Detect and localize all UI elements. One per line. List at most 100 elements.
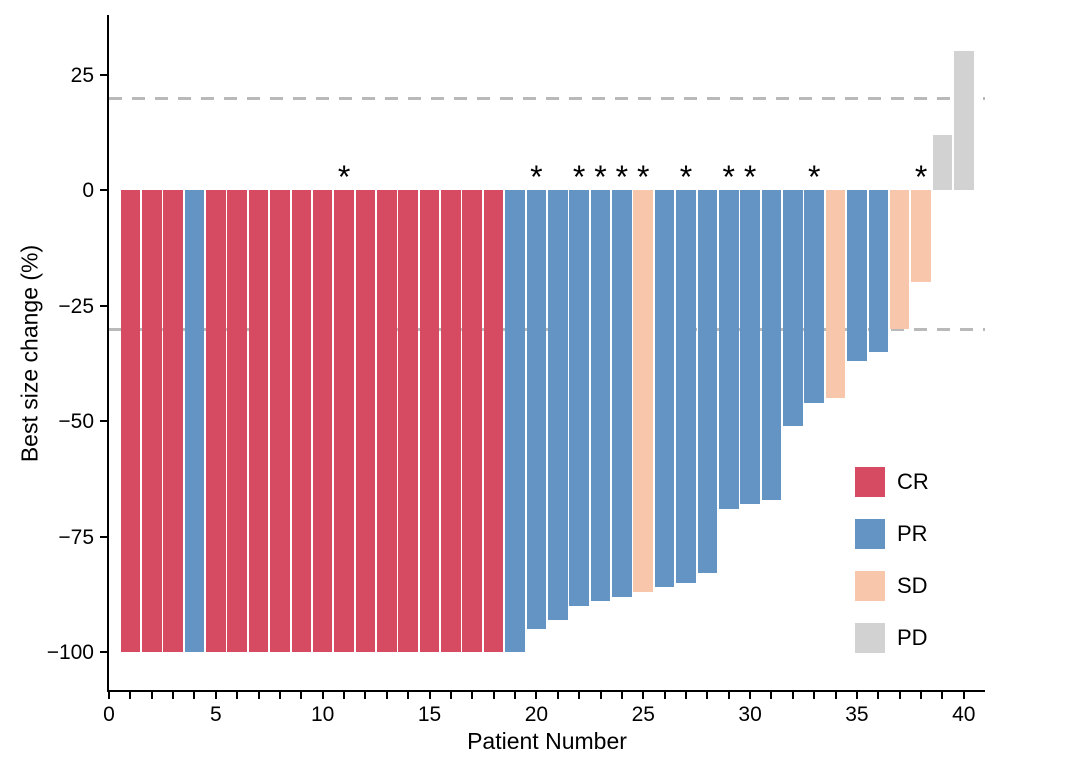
waterfall-bar-patient-17 bbox=[462, 190, 483, 652]
waterfall-bar-patient-12 bbox=[355, 190, 376, 652]
y-tick-mark bbox=[100, 189, 107, 191]
legend-label-pd: PD bbox=[897, 625, 928, 650]
x-tick-mark bbox=[599, 692, 602, 699]
legend-label-cr: CR bbox=[897, 469, 929, 494]
x-tick-mark bbox=[471, 692, 474, 699]
waterfall-bar-patient-24 bbox=[612, 190, 632, 597]
x-tick-mark bbox=[129, 692, 132, 699]
asterisk-marker-patient-38: * bbox=[914, 159, 928, 195]
y-axis-line bbox=[107, 15, 109, 692]
waterfall-bar-patient-26 bbox=[654, 190, 675, 588]
y-tick-mark bbox=[100, 535, 107, 538]
x-tick-mark bbox=[214, 692, 217, 699]
waterfall-bar-patient-29 bbox=[718, 190, 739, 509]
asterisk-marker-patient-27: * bbox=[679, 159, 693, 195]
x-tick-label: 20 bbox=[524, 703, 549, 726]
x-tick-mark bbox=[706, 692, 709, 699]
x-tick-label: 40 bbox=[952, 703, 976, 726]
waterfall-bar-patient-15 bbox=[419, 190, 440, 652]
waterfall-bar-patient-4 bbox=[184, 190, 205, 652]
y-tick-label: −100 bbox=[46, 641, 94, 664]
waterfall-bar-patient-3 bbox=[163, 190, 183, 652]
x-tick-mark bbox=[941, 692, 944, 699]
asterisk-marker-patient-24: * bbox=[615, 159, 629, 195]
waterfall-bar-patient-39 bbox=[932, 134, 953, 190]
y-tick-mark bbox=[100, 304, 107, 307]
waterfall-bar-patient-20 bbox=[526, 190, 547, 629]
waterfall-bar-patient-9 bbox=[291, 190, 312, 652]
x-tick-mark bbox=[385, 692, 388, 699]
x-tick-label: 5 bbox=[210, 703, 222, 726]
y-tick-label: −75 bbox=[58, 525, 94, 549]
waterfall-bar-patient-8 bbox=[270, 190, 290, 652]
waterfall-bar-patient-13 bbox=[377, 190, 397, 652]
waterfall-bar-patient-33 bbox=[804, 190, 824, 403]
x-tick-mark bbox=[236, 692, 239, 699]
x-tick-label: 15 bbox=[417, 703, 442, 726]
legend-swatch-pd bbox=[855, 623, 885, 653]
waterfall-bar-patient-36 bbox=[868, 190, 889, 352]
asterisk-marker-patient-33: * bbox=[807, 159, 821, 195]
y-tick-label: 0 bbox=[82, 179, 94, 202]
x-tick-mark bbox=[407, 692, 410, 699]
waterfall-bar-patient-38 bbox=[911, 190, 931, 283]
x-axis-title: Patient Number bbox=[467, 728, 627, 754]
x-tick-mark bbox=[492, 692, 495, 699]
x-tick-mark bbox=[364, 692, 367, 699]
waterfall-bar-patient-22 bbox=[569, 190, 589, 606]
x-tick-label: 10 bbox=[311, 703, 335, 726]
waterfall-bar-patient-18 bbox=[483, 190, 504, 652]
x-tick-mark bbox=[855, 692, 858, 699]
waterfall-bar-patient-5 bbox=[206, 190, 226, 652]
x-tick-mark bbox=[962, 692, 965, 699]
waterfall-bar-patient-27 bbox=[676, 190, 696, 583]
x-tick-mark bbox=[578, 692, 581, 699]
x-tick-label: 25 bbox=[631, 703, 655, 726]
x-tick-mark bbox=[749, 692, 752, 699]
x-tick-mark bbox=[428, 692, 431, 699]
waterfall-bar-patient-34 bbox=[825, 190, 846, 398]
x-tick-mark bbox=[108, 692, 110, 699]
upper-reference-dashed-line bbox=[109, 96, 985, 100]
x-tick-mark bbox=[556, 692, 559, 699]
y-tick-label: 25 bbox=[70, 63, 94, 87]
x-tick-label: 30 bbox=[738, 703, 762, 726]
x-tick-mark bbox=[770, 692, 773, 699]
legend-swatch-pr bbox=[855, 519, 885, 549]
y-tick-mark bbox=[100, 420, 107, 422]
waterfall-bar-patient-37 bbox=[889, 190, 910, 329]
x-tick-mark bbox=[727, 692, 730, 699]
legend-label-sd: SD bbox=[897, 573, 928, 598]
lower-reference-dashed-line bbox=[109, 327, 985, 331]
x-tick-mark bbox=[449, 692, 452, 699]
x-tick-label: 35 bbox=[845, 703, 869, 726]
x-tick-mark bbox=[514, 692, 517, 699]
x-tick-mark bbox=[877, 692, 880, 699]
waterfall-bar-patient-10 bbox=[312, 190, 333, 652]
x-tick-mark bbox=[535, 692, 538, 699]
asterisk-marker-patient-20: * bbox=[530, 159, 543, 195]
waterfall-bar-patient-23 bbox=[590, 190, 611, 602]
x-tick-mark bbox=[898, 692, 901, 699]
x-tick-mark bbox=[620, 692, 623, 699]
waterfall-bar-patient-11 bbox=[334, 190, 354, 652]
asterisk-marker-patient-22: * bbox=[572, 159, 586, 195]
x-tick-mark bbox=[834, 692, 837, 699]
x-tick-mark bbox=[300, 692, 303, 699]
waterfall-bar-patient-7 bbox=[248, 190, 269, 652]
y-axis-title: Best size change (%) bbox=[16, 244, 43, 463]
x-tick-mark bbox=[642, 692, 645, 699]
x-tick-mark bbox=[278, 692, 281, 699]
y-tick-label: −25 bbox=[58, 294, 94, 318]
x-tick-mark bbox=[257, 692, 260, 699]
x-tick-mark bbox=[663, 692, 666, 699]
y-tick-label: −50 bbox=[58, 410, 94, 433]
asterisk-marker-patient-11: * bbox=[337, 159, 351, 195]
waterfall-bar-patient-30 bbox=[740, 190, 760, 505]
asterisk-marker-patient-30: * bbox=[743, 159, 757, 195]
x-tick-mark bbox=[813, 692, 816, 699]
x-tick-mark bbox=[343, 692, 346, 699]
waterfall-bar-patient-6 bbox=[227, 190, 247, 652]
waterfall-bar-patient-14 bbox=[398, 190, 418, 652]
